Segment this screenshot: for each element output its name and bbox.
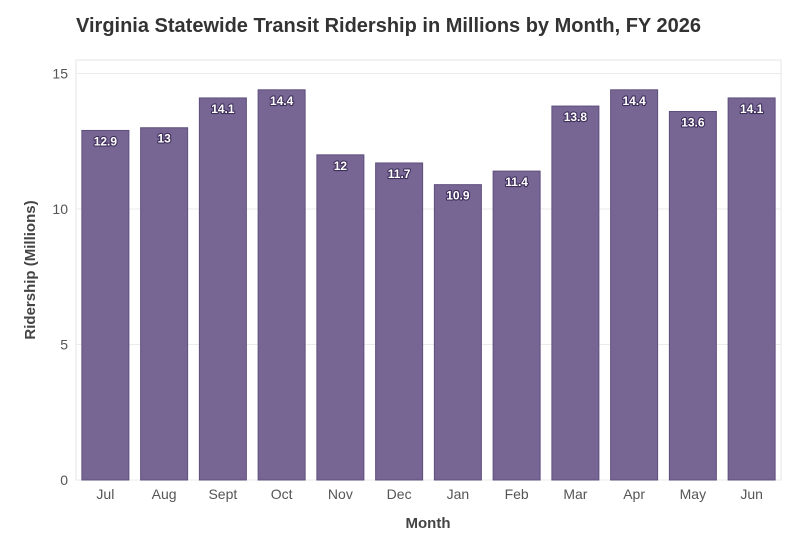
y-tick-label: 15 <box>52 66 68 82</box>
data-label: 14.4 <box>270 94 294 108</box>
x-tick-label: Mar <box>563 486 587 502</box>
x-tick-label: Jan <box>447 486 470 502</box>
x-tick-label: Jun <box>740 486 763 502</box>
bar <box>433 184 482 481</box>
x-tick-label: Apr <box>623 486 645 502</box>
y-tick-label: 5 <box>60 337 68 353</box>
bar <box>668 110 717 481</box>
bar <box>81 129 130 481</box>
bars <box>81 89 776 481</box>
data-label: 12 <box>334 159 348 173</box>
bar <box>198 97 247 481</box>
gridlines <box>76 73 781 481</box>
data-label: 14.1 <box>211 102 235 116</box>
x-axis-title: Month <box>406 515 451 532</box>
bar <box>610 89 659 481</box>
data-label: 13.8 <box>564 110 588 124</box>
chart-title: Virginia Statewide Transit Ridership in … <box>76 15 701 37</box>
y-axis-ticks: 0 5 10 15 <box>52 66 68 488</box>
y-axis-title: Ridership (Millions) <box>22 200 39 339</box>
bar <box>140 127 189 481</box>
data-label: 10.9 <box>446 189 470 203</box>
bar <box>375 162 424 481</box>
y-tick-label: 0 <box>60 472 68 488</box>
data-label: 11.7 <box>388 167 411 181</box>
data-label: 14.1 <box>740 102 764 116</box>
x-axis-ticks: Jul Aug Sept Oct Nov Dec Jan Feb Mar Apr May Jun <box>96 486 762 502</box>
bar <box>492 170 541 481</box>
bar <box>316 154 365 481</box>
x-tick-label: Oct <box>271 486 293 502</box>
x-tick-label: Dec <box>387 486 412 502</box>
data-label: 11.4 <box>505 175 528 189</box>
data-label: 13 <box>157 132 171 146</box>
y-tick-label: 10 <box>52 201 68 217</box>
bar <box>727 97 776 481</box>
data-label: 13.6 <box>681 115 705 129</box>
data-label: 12.9 <box>94 134 118 148</box>
x-tick-label: Jul <box>96 486 114 502</box>
x-tick-label: May <box>680 486 706 502</box>
bar <box>257 89 306 481</box>
data-label: 14.4 <box>622 94 646 108</box>
x-tick-label: Nov <box>328 486 353 502</box>
data-labels: 12.9 13 14.1 14.4 12 11.7 10.9 11.4 13.8 14.4 13.6… <box>93 93 765 204</box>
x-tick-label: Feb <box>505 486 529 502</box>
x-tick-label: Aug <box>152 486 177 502</box>
bar <box>551 105 600 481</box>
x-tick-label: Sept <box>208 486 237 502</box>
